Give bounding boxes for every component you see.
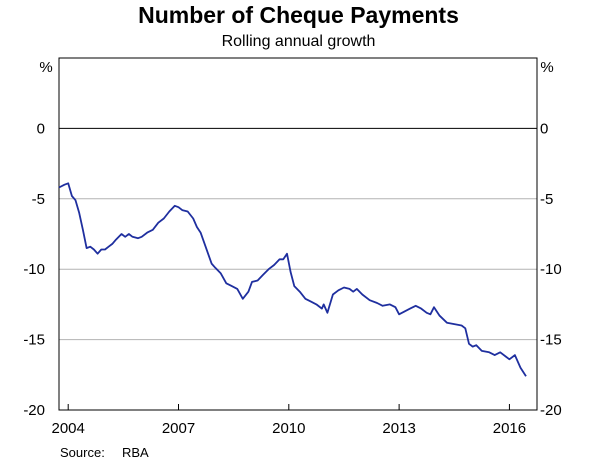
grid-lines (59, 198, 537, 341)
axis-labels: % % 0 0 -5 -5 -10 -10 -15 -15 -20 -20 2004 2007 2010… (23, 59, 561, 437)
y-tick-label-right: -5 (540, 191, 553, 208)
y-tick-label-left: -20 (23, 402, 45, 419)
chart-subtitle: Rolling annual growth (221, 33, 376, 50)
x-tick-marks (67, 404, 510, 410)
right-unit-label: % (540, 59, 553, 76)
y-tick-label-left: -10 (23, 261, 45, 278)
y-tick-label-left: 0 (37, 120, 45, 137)
y-tick-label-right: -15 (540, 332, 562, 349)
series-line (58, 182, 527, 377)
x-tick-label: 2004 (52, 420, 85, 437)
left-unit-label: % (39, 59, 52, 76)
plot-frame (58, 57, 538, 411)
y-tick-label-left: -15 (23, 332, 45, 349)
x-tick-label: 2007 (162, 420, 195, 437)
x-tick-label: 2016 (493, 420, 526, 437)
chart-title: Number of Cheque Payments (138, 2, 459, 28)
y-tick-label-left: -5 (32, 191, 45, 208)
series-layer (58, 182, 527, 377)
source-value: RBA (122, 445, 149, 460)
y-tick-label-right: 0 (540, 120, 548, 137)
source-label: Source: (60, 445, 105, 460)
x-tick-label: 2013 (382, 420, 415, 437)
y-tick-label-right: -10 (540, 261, 562, 278)
y-tick-label-right: -20 (540, 402, 562, 419)
x-tick-label: 2010 (272, 420, 305, 437)
